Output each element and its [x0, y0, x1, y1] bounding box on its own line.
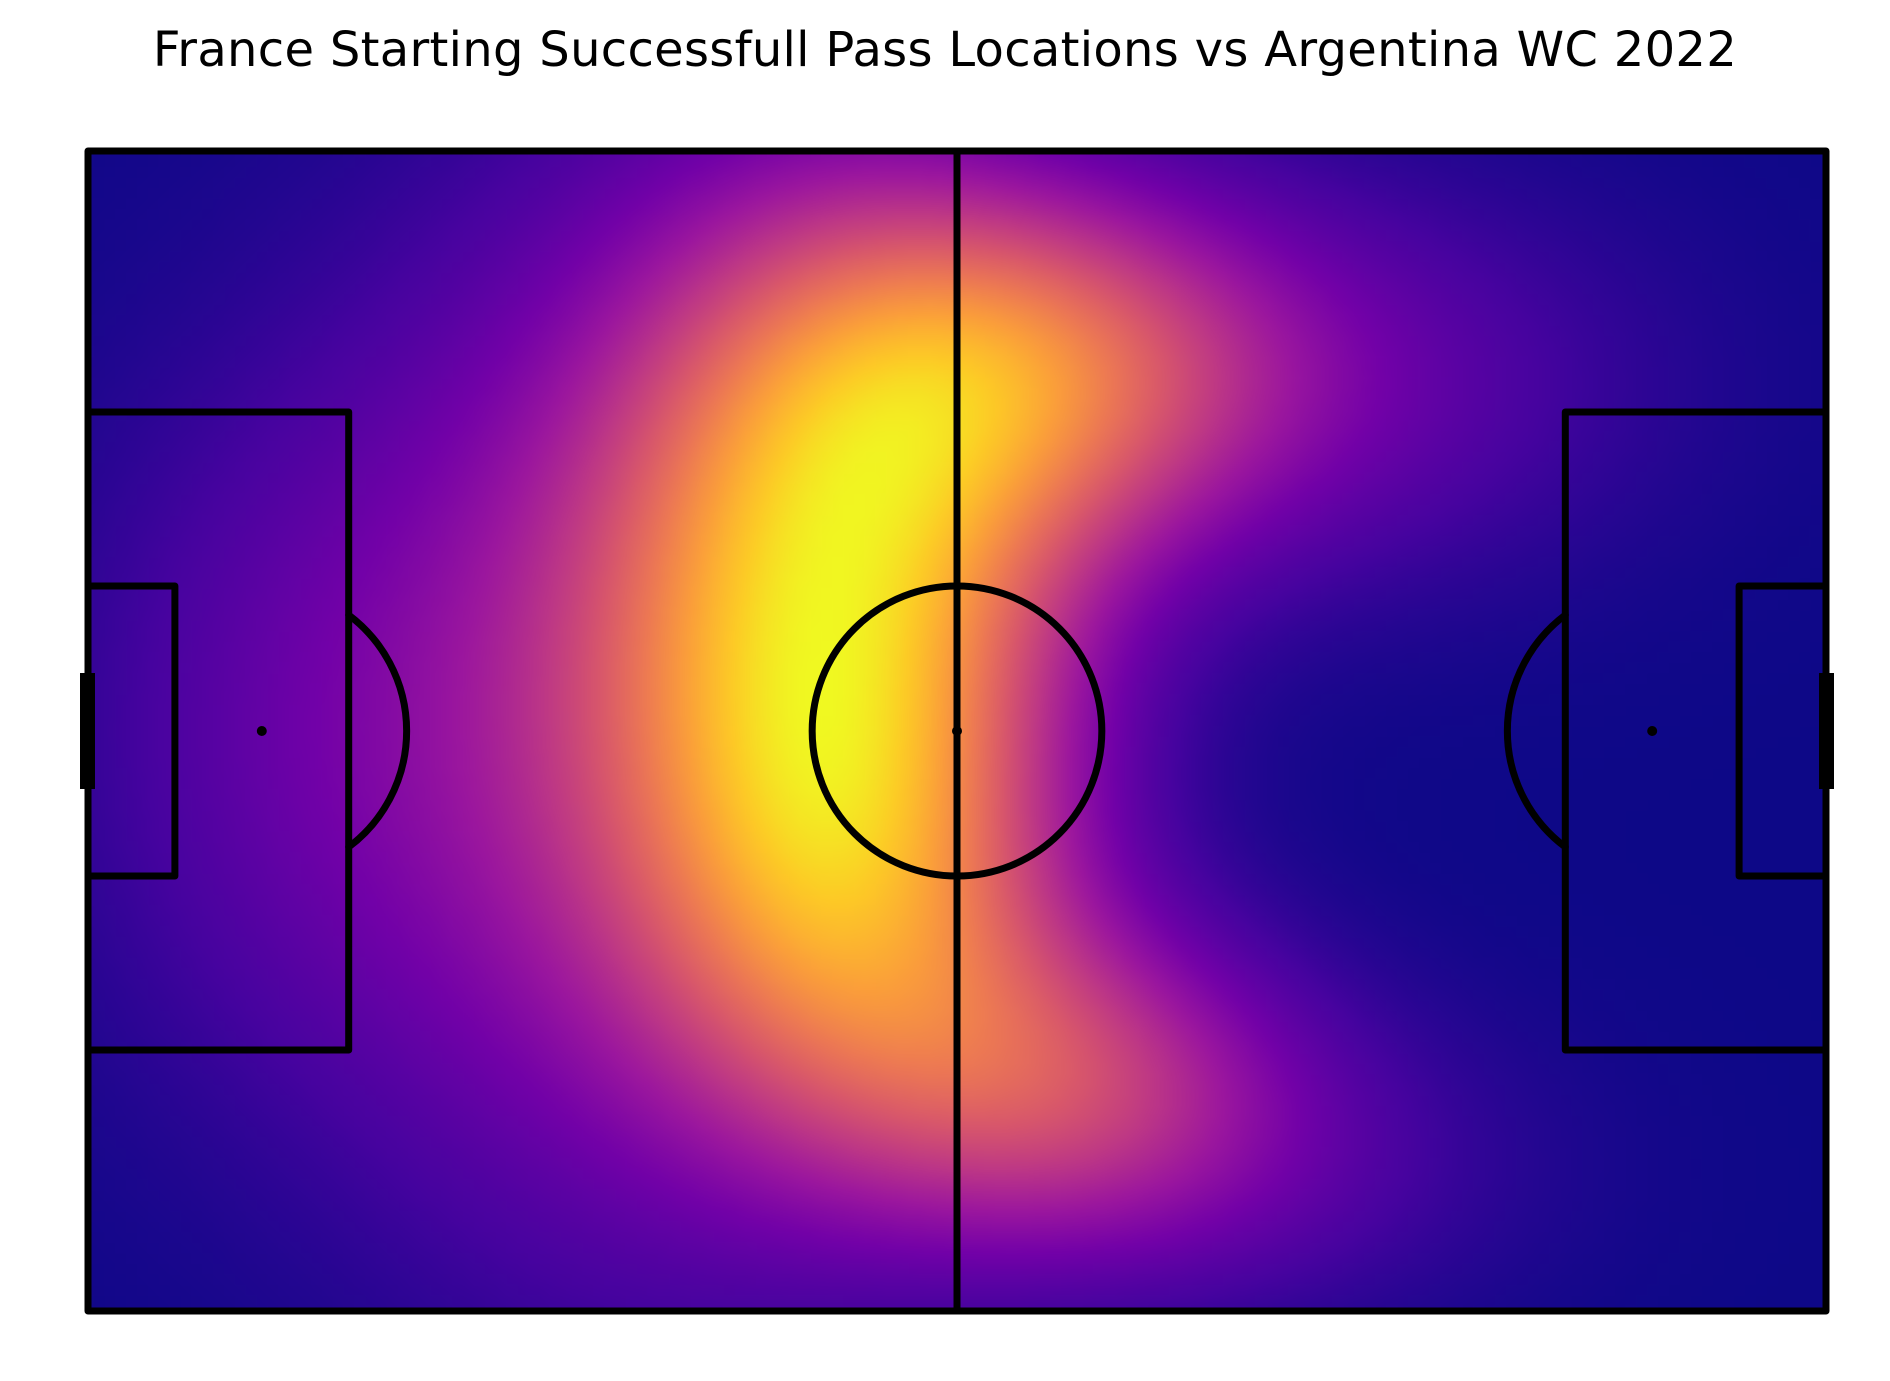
penalty-arc-left: [345, 611, 411, 851]
center-spot: [952, 726, 962, 736]
center-circle: [808, 582, 1106, 880]
chart-title: France Starting Successfull Pass Locatio…: [152, 22, 1738, 78]
pitch-lines: [80, 147, 1834, 1315]
penalty-arc-right: [1503, 611, 1569, 851]
goal-left: [80, 673, 95, 789]
penalty-spot-left: [256, 726, 267, 736]
goal-right: [1819, 673, 1834, 789]
penalty-spot-right: [1647, 726, 1658, 736]
